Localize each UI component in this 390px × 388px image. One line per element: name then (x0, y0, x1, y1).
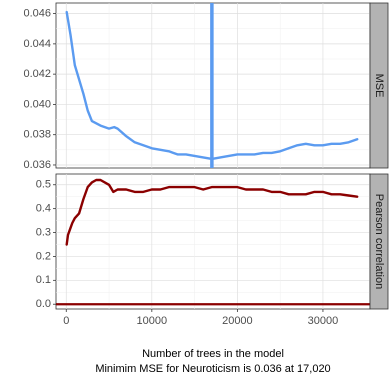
panel-mse-y-ticks: 0.036 0.038 0.040 0.042 0.044 0.046 (23, 8, 56, 171)
x-axis-ticks: 0 10000 20000 30000 (63, 309, 338, 327)
x-tick-label: 20000 (222, 315, 253, 327)
panel-mse: 0.036 0.038 0.040 0.042 0.044 0.046 MSE (23, 2, 389, 171)
y-tick-label: 0.044 (23, 38, 51, 50)
panel-mse-marks (65, 3, 359, 168)
x-axis-title: Number of trees in the model (142, 348, 284, 360)
x-tick-label: 30000 (308, 315, 339, 327)
x-axis-subtitle: Minimim MSE for Neuroticism is 0.036 at … (95, 363, 330, 375)
y-tick-label: 0.4 (36, 203, 51, 215)
y-tick-label: 0.038 (23, 129, 51, 141)
strip-pearson (369, 173, 389, 310)
y-tick-label: 0.0 (36, 298, 51, 310)
y-tick-label: 0.1 (36, 274, 51, 286)
panel-pearson-marks (56, 178, 370, 306)
strip-mse (369, 2, 389, 169)
y-tick-label: 0.036 (23, 159, 51, 171)
x-tick-label: 0 (63, 315, 69, 327)
y-tick-label: 0.2 (36, 250, 51, 262)
y-tick-label: 0.046 (23, 8, 51, 20)
series-line-pearson (65, 178, 359, 246)
series-line-mse (65, 10, 359, 161)
y-tick-label: 0.5 (36, 179, 51, 191)
x-tick-label: 10000 (137, 315, 168, 327)
y-tick-label: 0.3 (36, 226, 51, 238)
panel-pearson: 0.0 0.1 0.2 0.3 0.4 0.5 Pearson correlation (36, 173, 389, 310)
y-tick-label: 0.042 (23, 68, 51, 80)
y-tick-label: 0.040 (23, 98, 51, 110)
strip-mse-label: MSE (373, 74, 385, 98)
strip-pearson-label: Pearson correlation (373, 194, 385, 289)
panel-pearson-y-ticks: 0.0 0.1 0.2 0.3 0.4 0.5 (36, 179, 56, 310)
